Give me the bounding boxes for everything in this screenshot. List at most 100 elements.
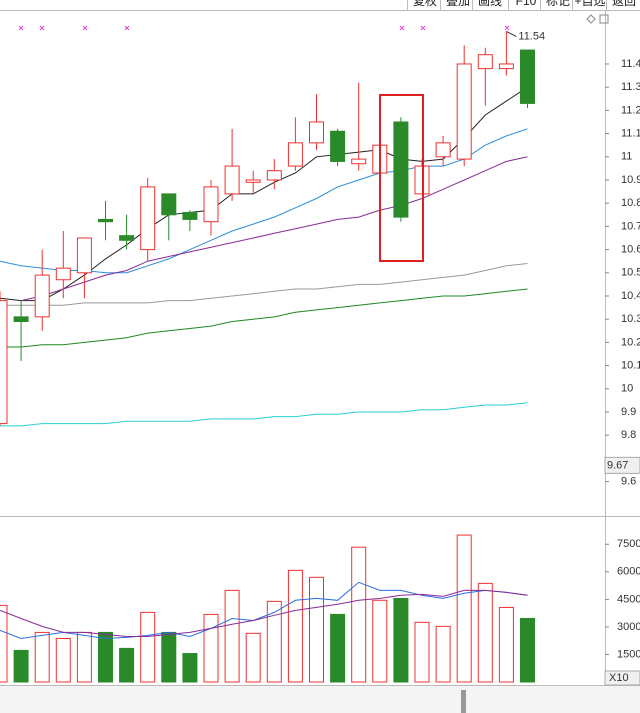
y-tick-label: 11.3	[621, 81, 640, 93]
y-tick-label: 9.9	[621, 406, 636, 418]
y-tick-label: 9.6	[621, 475, 636, 487]
volume-bar	[161, 631, 177, 683]
y-tick-label: 9.8	[621, 429, 636, 441]
unit-box	[604, 670, 640, 686]
y-tick-label: 10.6	[621, 243, 640, 255]
y-tick-label: 10.2	[621, 336, 640, 348]
volume-bar	[203, 613, 219, 683]
candle-body	[435, 142, 451, 158]
candle-body	[98, 218, 113, 223]
toolbar-button[interactable]: 叠加	[446, 0, 470, 8]
last-price-label: 9.67	[607, 459, 628, 471]
volume-bar	[55, 637, 71, 683]
y-tick-label: 6000	[617, 566, 640, 578]
scroll-thumb[interactable]	[461, 690, 466, 713]
toolbar-button[interactable]: +自选	[574, 0, 605, 8]
volume-bar	[13, 649, 29, 683]
y-tick-label: 11.4	[621, 58, 640, 70]
y-tick-label: 3000	[617, 621, 640, 633]
volume-bar	[224, 589, 240, 683]
unit-label: X10	[609, 672, 629, 684]
candle-body	[119, 235, 135, 241]
volume-bar	[477, 582, 493, 683]
y-tick-label: 10.3	[621, 313, 640, 325]
candle-body	[520, 49, 535, 104]
candle-body	[351, 158, 367, 165]
volume-panel	[0, 534, 535, 683]
moving-average-line	[0, 263, 528, 306]
high-marker-label: 11.54	[518, 30, 545, 42]
y-tick-label: 10.7	[621, 220, 640, 232]
volume-bar	[182, 653, 198, 683]
signal-mark	[18, 25, 510, 31]
volume-bar	[435, 625, 451, 683]
corner-icons	[586, 14, 609, 24]
volume-bar	[245, 632, 261, 683]
last-price-box	[604, 456, 640, 474]
icon[interactable]	[586, 14, 596, 24]
candle-body	[477, 54, 493, 70]
y-tick-label: 11.1	[621, 127, 640, 139]
volume-bar	[140, 611, 156, 683]
candle-body	[224, 165, 240, 195]
y-tick-label: 10.8	[621, 197, 640, 209]
toolbar-button[interactable]: 返回	[612, 0, 636, 8]
volume-bar	[119, 647, 135, 683]
candle-body	[330, 130, 346, 162]
volume-bar	[414, 621, 430, 683]
volume-bar	[520, 617, 535, 683]
volume-bar	[34, 631, 50, 683]
toolbar-button[interactable]: 画线	[478, 0, 502, 8]
volume-bar	[98, 631, 113, 683]
candle-body	[182, 211, 198, 220]
y-tick-label: 11.2	[621, 104, 640, 116]
candle-body	[266, 170, 282, 181]
y-tick-label: 10	[621, 383, 633, 395]
candle-body	[161, 193, 177, 216]
toolbar-button[interactable]: 复权	[413, 0, 437, 8]
y-tick-label: 7500	[617, 538, 640, 550]
candle-body	[76, 237, 92, 274]
y-tick-label: 11	[621, 151, 632, 163]
scroll-area	[0, 686, 640, 713]
volume-bar	[287, 569, 303, 683]
moving-average-line	[0, 581, 528, 640]
volume-bar	[456, 534, 472, 683]
candle-body	[34, 274, 50, 318]
y-tick-label: 10.4	[621, 290, 640, 302]
candle-body	[309, 121, 324, 144]
candle-body	[55, 267, 71, 281]
volume-bar	[498, 606, 514, 683]
candle-body	[140, 186, 156, 251]
moving-average-line	[0, 288, 528, 348]
volume-bar	[0, 604, 8, 683]
volume-bar	[76, 631, 92, 683]
volume-bar	[266, 600, 282, 683]
volume-bar	[330, 613, 346, 683]
toolbar-button[interactable]: F10	[516, 0, 537, 8]
candle-body	[498, 63, 514, 70]
icon[interactable]	[599, 14, 609, 24]
y-tick-label: 10.9	[621, 174, 640, 186]
high-marker-line	[506, 31, 517, 37]
candle-body	[13, 316, 29, 323]
candle-body	[287, 142, 303, 167]
candle-body	[393, 121, 409, 218]
candle-body	[0, 300, 8, 425]
candle-body	[245, 179, 261, 183]
y-tick-label: 10.1	[621, 359, 640, 371]
volume-bar	[372, 599, 388, 683]
candle-body	[456, 63, 472, 160]
axis-panel: 11.4 11.3 11.2 11.1 11 10.9 10.8 10.7 10.6 10.5 10…	[604, 58, 640, 686]
toolbar: 复权 叠加 画线 F10 标记 +自选 返回	[0, 0, 640, 11]
signal-marks	[18, 25, 510, 31]
toolbar-button[interactable]: 标记	[546, 0, 570, 8]
moving-average-line	[20, 156, 528, 302]
moving-average-line	[0, 402, 528, 427]
volume-bar	[351, 546, 367, 683]
volume-bar	[393, 597, 409, 683]
y-tick-label: 4500	[617, 593, 640, 605]
highlight-box	[379, 94, 424, 262]
y-tick-label: 1500	[617, 648, 640, 660]
